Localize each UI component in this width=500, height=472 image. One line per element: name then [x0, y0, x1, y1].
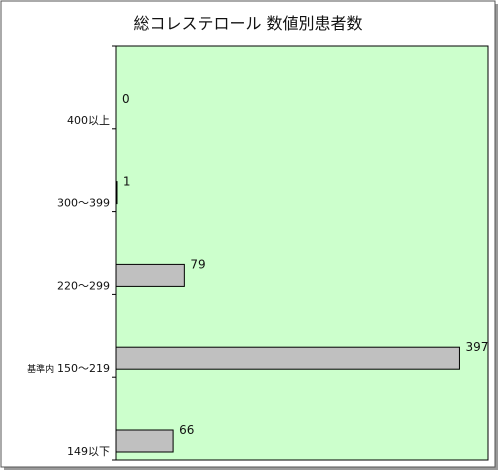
- labels-group: 0 1 79 397 66: [122, 92, 488, 437]
- category-range: 400以上: [67, 114, 110, 127]
- chart-title: 総コレステロール 数値別患者数: [133, 14, 362, 33]
- data-label-4: 397: [465, 340, 488, 354]
- data-label-2: 1: [123, 175, 131, 189]
- bar-3: [115, 263, 185, 287]
- category-range: 220～299: [57, 279, 110, 292]
- y-axis: 400以上 300～399 220～299 基準内 150～219 149以下: [27, 45, 116, 461]
- plot-area: [115, 45, 489, 461]
- category-label-3: 220～299: [57, 279, 110, 292]
- data-label-5: 66: [179, 423, 194, 437]
- category-label-2: 300～399: [57, 197, 110, 210]
- category-label-4: 基準内 150～219: [27, 362, 110, 375]
- category-range: 149以下: [67, 445, 110, 458]
- category-range: 300～399: [57, 197, 110, 210]
- bar-2: [115, 181, 118, 205]
- data-label-1: 0: [122, 92, 130, 106]
- bar-5: [115, 429, 174, 453]
- category-prefix: 基準内: [27, 363, 57, 375]
- bar-4: [115, 346, 460, 370]
- category-label-1: 400以上: [67, 114, 110, 127]
- category-range: 150～219: [57, 362, 110, 375]
- bars-group: [115, 181, 460, 453]
- category-label-5: 149以下: [67, 445, 110, 458]
- data-label-3: 79: [190, 257, 205, 271]
